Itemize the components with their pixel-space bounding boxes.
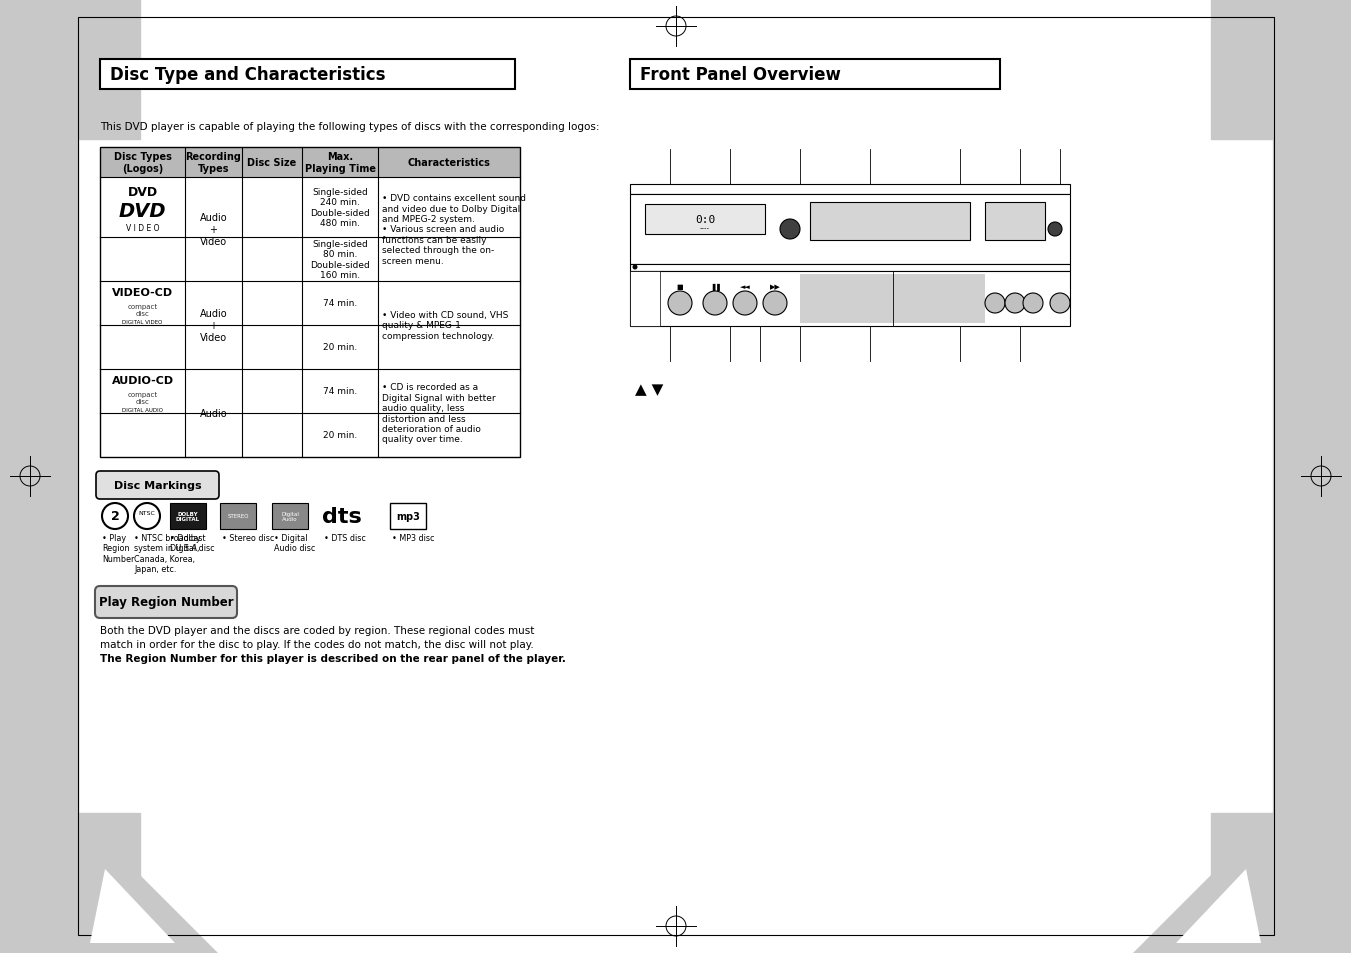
Text: 74 min.: 74 min.: [323, 299, 357, 308]
Text: compact
disc: compact disc: [127, 392, 158, 405]
Text: 20 min.: 20 min.: [323, 343, 357, 352]
Text: • DTS disc: • DTS disc: [324, 534, 366, 542]
Text: AUDIO-CD: AUDIO-CD: [111, 375, 173, 386]
Text: match in order for the disc to play. If the codes do not match, the disc will no: match in order for the disc to play. If …: [100, 639, 534, 649]
Bar: [0, 813, 141, 953]
Text: DVD: DVD: [119, 202, 166, 221]
Text: 20 min.: 20 min.: [323, 431, 357, 440]
Bar: [272, 503, 308, 530]
Text: Play Region Number: Play Region Number: [99, 596, 234, 609]
FancyBboxPatch shape: [95, 586, 236, 618]
Bar: [630, 265, 1070, 272]
Bar: [630, 194, 1070, 265]
Bar: [644, 205, 765, 234]
Text: Recording
Types: Recording Types: [185, 152, 242, 173]
Bar: [100, 60, 515, 90]
Text: Disc Size: Disc Size: [247, 158, 297, 168]
Circle shape: [667, 292, 692, 315]
Text: Single-sided
80 min.
Double-sided
160 min.: Single-sided 80 min. Double-sided 160 mi…: [311, 239, 370, 280]
Text: • Digital
Audio disc: • Digital Audio disc: [274, 534, 315, 553]
Text: ----: ----: [700, 225, 711, 231]
Circle shape: [703, 292, 727, 315]
Text: ■: ■: [677, 284, 684, 290]
Text: Disc Types
(Logos): Disc Types (Logos): [113, 152, 172, 173]
Text: The Region Number for this player is described on the rear panel of the player.: The Region Number for this player is des…: [100, 654, 566, 663]
Circle shape: [734, 292, 757, 315]
Text: DIGITAL AUDIO: DIGITAL AUDIO: [122, 408, 163, 413]
Text: Disc Markings: Disc Markings: [113, 480, 201, 491]
Text: ▶▶: ▶▶: [770, 284, 781, 290]
Polygon shape: [1175, 869, 1260, 943]
Circle shape: [1050, 294, 1070, 314]
Text: • MP3 disc: • MP3 disc: [392, 534, 435, 542]
Bar: [630, 272, 661, 327]
Bar: [800, 274, 985, 324]
Text: 2: 2: [111, 510, 119, 523]
Circle shape: [1005, 294, 1025, 314]
FancyBboxPatch shape: [96, 472, 219, 499]
Circle shape: [780, 220, 800, 240]
Text: Single-sided
240 min.
Double-sided
480 min.: Single-sided 240 min. Double-sided 480 m…: [311, 188, 370, 228]
Text: • Stereo disc: • Stereo disc: [222, 534, 274, 542]
Text: Front Panel Overview: Front Panel Overview: [640, 66, 840, 84]
Bar: [100, 148, 520, 178]
Text: DVD: DVD: [127, 186, 158, 199]
Text: • CD is recorded as a
Digital Signal with better
audio quality, less
distortion : • CD is recorded as a Digital Signal wit…: [382, 383, 496, 444]
Text: dts: dts: [322, 506, 362, 526]
Text: Characteristics: Characteristics: [408, 158, 490, 168]
Circle shape: [763, 292, 788, 315]
Text: 0:0: 0:0: [694, 214, 715, 225]
Text: DIGITAL VIDEO: DIGITAL VIDEO: [123, 319, 162, 325]
Circle shape: [1023, 294, 1043, 314]
Text: VIDEO-CD: VIDEO-CD: [112, 288, 173, 297]
Bar: [0, 0, 78, 953]
Circle shape: [632, 265, 638, 271]
Bar: [630, 272, 1070, 327]
Bar: [630, 185, 1070, 194]
Text: DOLBY
DIGITAL: DOLBY DIGITAL: [176, 511, 200, 522]
Polygon shape: [1133, 813, 1273, 953]
Text: • Dolby
Digital disc: • Dolby Digital disc: [170, 534, 215, 553]
Text: ◄◄: ◄◄: [739, 284, 750, 290]
Bar: [985, 203, 1046, 241]
Text: • DVD contains excellent sound
and video due to Dolby Digital
and MPEG-2 system.: • DVD contains excellent sound and video…: [382, 194, 526, 266]
Bar: [78, 18, 1274, 935]
Bar: [630, 60, 1000, 90]
Bar: [170, 503, 205, 530]
Text: Both the DVD player and the discs are coded by region. These regional codes must: Both the DVD player and the discs are co…: [100, 625, 535, 636]
Text: Audio
+
Video: Audio + Video: [200, 309, 227, 342]
Text: Max.
Playing Time: Max. Playing Time: [304, 152, 376, 173]
Text: Audio: Audio: [200, 409, 227, 418]
Bar: [1210, 813, 1351, 953]
Polygon shape: [78, 813, 218, 953]
Text: • Play
Region
Number: • Play Region Number: [101, 534, 134, 563]
Circle shape: [1048, 223, 1062, 236]
Polygon shape: [91, 869, 176, 943]
Text: mp3: mp3: [396, 512, 420, 521]
Text: Audio
+
Video: Audio + Video: [200, 213, 227, 246]
Bar: [100, 148, 520, 457]
Text: NTSC: NTSC: [139, 511, 155, 516]
Bar: [390, 503, 426, 530]
Text: STEREO: STEREO: [227, 514, 249, 519]
Bar: [811, 203, 970, 241]
Text: Disc Type and Characteristics: Disc Type and Characteristics: [109, 66, 385, 84]
Bar: [1210, 0, 1351, 140]
Text: • Video with CD sound, VHS
quality & MPEG-1
compression technology.: • Video with CD sound, VHS quality & MPE…: [382, 311, 508, 340]
Text: compact
disc: compact disc: [127, 304, 158, 316]
Text: This DVD player is capable of playing the following types of discs with the corr: This DVD player is capable of playing th…: [100, 122, 600, 132]
Text: 74 min.: 74 min.: [323, 387, 357, 396]
Bar: [220, 503, 255, 530]
Circle shape: [985, 294, 1005, 314]
Text: ▲ ▼: ▲ ▼: [635, 381, 663, 396]
Text: V I D E O: V I D E O: [126, 224, 159, 233]
Bar: [0, 0, 141, 140]
Text: • NTSC broadcast
system in U.S.A,
Canada, Korea,
Japan, etc.: • NTSC broadcast system in U.S.A, Canada…: [134, 534, 205, 574]
Bar: [1273, 0, 1351, 953]
Text: ▐▐: ▐▐: [709, 284, 720, 291]
Text: Digital
Audio: Digital Audio: [281, 511, 299, 522]
